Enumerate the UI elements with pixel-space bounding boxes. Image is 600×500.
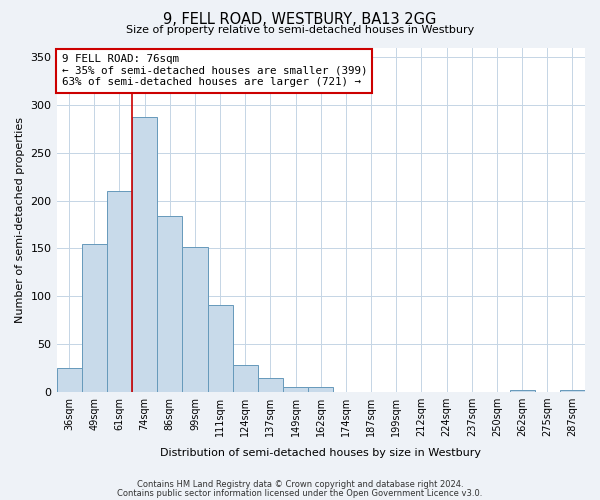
Y-axis label: Number of semi-detached properties: Number of semi-detached properties bbox=[15, 117, 25, 323]
Bar bbox=[132, 118, 157, 392]
Bar bbox=[308, 387, 334, 392]
Bar bbox=[107, 191, 132, 392]
Text: Size of property relative to semi-detached houses in Westbury: Size of property relative to semi-detach… bbox=[126, 25, 474, 35]
Bar bbox=[82, 244, 107, 392]
X-axis label: Distribution of semi-detached houses by size in Westbury: Distribution of semi-detached houses by … bbox=[160, 448, 481, 458]
Bar bbox=[560, 390, 585, 392]
Bar bbox=[56, 368, 82, 392]
Bar bbox=[258, 378, 283, 392]
Bar bbox=[283, 387, 308, 392]
Bar bbox=[509, 390, 535, 392]
Text: Contains HM Land Registry data © Crown copyright and database right 2024.: Contains HM Land Registry data © Crown c… bbox=[137, 480, 463, 489]
Bar bbox=[208, 305, 233, 392]
Text: Contains public sector information licensed under the Open Government Licence v3: Contains public sector information licen… bbox=[118, 488, 482, 498]
Text: 9 FELL ROAD: 76sqm
← 35% of semi-detached houses are smaller (399)
63% of semi-d: 9 FELL ROAD: 76sqm ← 35% of semi-detache… bbox=[62, 54, 367, 88]
Bar bbox=[233, 365, 258, 392]
Bar bbox=[157, 216, 182, 392]
Title: 9, FELL ROAD, WESTBURY, BA13 2GG
Size of property relative to semi-detached hous: 9, FELL ROAD, WESTBURY, BA13 2GG Size of… bbox=[0, 499, 1, 500]
Text: 9, FELL ROAD, WESTBURY, BA13 2GG: 9, FELL ROAD, WESTBURY, BA13 2GG bbox=[163, 12, 437, 28]
Bar bbox=[182, 246, 208, 392]
